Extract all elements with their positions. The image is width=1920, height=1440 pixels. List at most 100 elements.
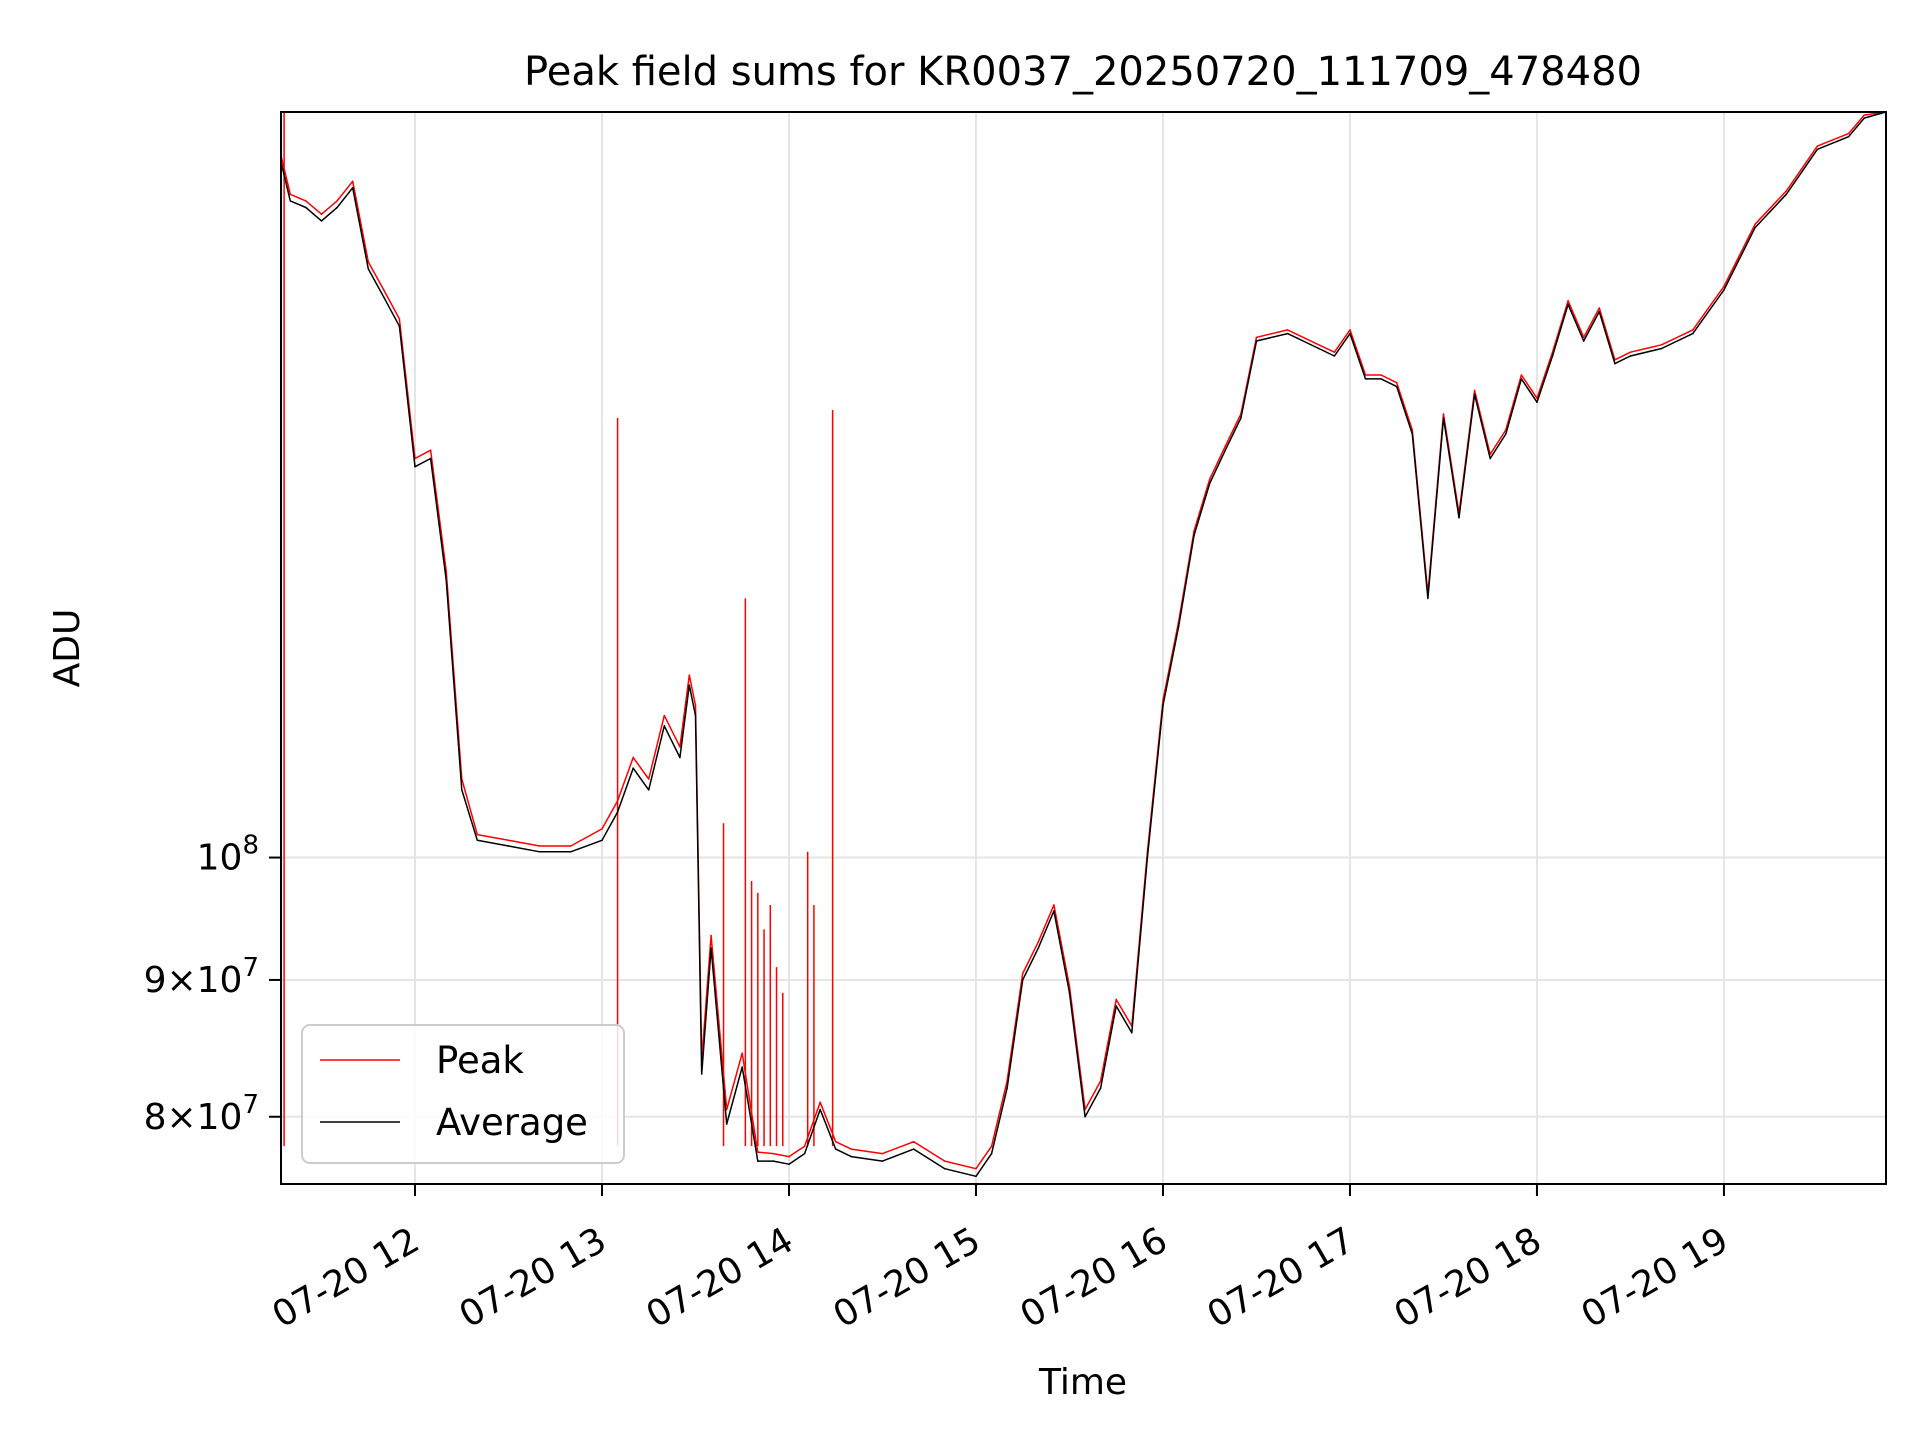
data-point-peak: [632, 756, 634, 759]
data-point-peak: [1723, 285, 1725, 288]
data-point-average: [632, 767, 634, 769]
data-point-peak: [1785, 190, 1788, 192]
data-point-average: [834, 1148, 837, 1150]
data-point-average: [1785, 193, 1788, 196]
data-point-average: [1224, 449, 1227, 452]
data-point-average: [367, 268, 370, 270]
data-point-peak: [570, 845, 572, 847]
y-tick-exponent: 8: [242, 831, 259, 861]
data-point-average: [679, 756, 681, 759]
data-point-peak: [289, 193, 292, 196]
data-point-peak: [1317, 343, 1320, 346]
data-point-average: [1691, 332, 1694, 335]
y-tick-exponent: 7: [242, 1090, 259, 1120]
data-point-average: [1131, 1031, 1133, 1034]
data-point-average: [1442, 417, 1445, 419]
data-point-average: [975, 1175, 977, 1178]
data-point-average: [881, 1160, 884, 1162]
data-point-average: [305, 206, 307, 209]
data-point-average: [772, 1160, 775, 1162]
data-point-peak: [1629, 351, 1632, 354]
data-point-average: [757, 1160, 759, 1162]
data-point-peak: [772, 1152, 775, 1155]
data-point-average: [912, 1148, 915, 1150]
data-point-peak: [1847, 132, 1850, 135]
data-point-average: [1162, 704, 1164, 707]
data-point-average: [507, 845, 510, 847]
data-point-peak: [538, 845, 541, 847]
data-point-peak: [757, 1151, 759, 1153]
data-point-average: [460, 789, 463, 791]
series-peak: [281, 112, 1886, 1170]
data-point-peak: [1099, 1080, 1102, 1082]
data-point-average: [383, 296, 385, 298]
y-tick-exponent: 7: [242, 953, 259, 983]
y-tick-label: 9×107: [144, 953, 259, 1001]
data-point-peak: [1598, 307, 1601, 309]
data-point-average: [990, 1152, 993, 1155]
data-point-peak: [305, 200, 307, 202]
data-point-average: [663, 725, 666, 727]
data-point-average: [601, 839, 603, 842]
data-point-peak: [398, 318, 401, 320]
y-tick-base: 10: [197, 838, 243, 879]
data-point-average: [710, 947, 712, 949]
data-point-average: [944, 1167, 946, 1170]
data-point-average: [1146, 856, 1149, 859]
data-point-peak: [975, 1167, 977, 1170]
data-point-peak: [1536, 397, 1538, 400]
legend-label-peak: Peak: [436, 1039, 524, 1082]
data-point-peak: [788, 1155, 790, 1158]
data-point-average: [476, 839, 479, 842]
data-point-peak: [1364, 374, 1367, 376]
data-point-average: [1816, 148, 1819, 151]
data-point-average: [803, 1152, 806, 1155]
series-layer: [281, 112, 1886, 1178]
data-point-peak: [383, 289, 385, 291]
data-point-average: [1458, 516, 1460, 519]
data-point-peak: [1037, 941, 1040, 943]
data-point-average: [647, 789, 650, 791]
data-point-average: [1115, 1005, 1118, 1007]
data-point-peak: [1473, 389, 1476, 392]
data-point-peak: [1333, 351, 1336, 354]
data-point-average: [1754, 226, 1756, 229]
data-point-average: [414, 465, 416, 468]
data-point-average: [1629, 355, 1632, 357]
data-point-average: [1333, 355, 1336, 357]
data-point-average: [1255, 340, 1258, 342]
data-point-average: [351, 186, 354, 189]
y-axis-label: ADU: [47, 609, 88, 688]
data-point-peak: [1582, 336, 1585, 339]
data-point-average: [1504, 433, 1507, 435]
data-point-average: [1084, 1115, 1086, 1118]
data-point-peak: [850, 1148, 853, 1150]
data-point-peak: [725, 1108, 728, 1111]
data-point-average: [1177, 625, 1180, 628]
data-point-average: [1317, 347, 1320, 350]
data-point-average: [788, 1163, 790, 1165]
data-point-peak: [429, 449, 432, 452]
data-point-average: [1520, 378, 1523, 380]
data-point-average: [1489, 457, 1492, 460]
data-point-average: [1473, 393, 1476, 396]
data-point-peak: [1442, 413, 1445, 415]
data-point-peak: [1660, 343, 1663, 346]
data-point-average: [1286, 332, 1289, 335]
x-axis-label: Time: [1038, 1362, 1127, 1403]
data-point-peak: [1255, 336, 1258, 339]
data-point-peak: [1380, 374, 1382, 376]
data-point-average: [1660, 347, 1663, 350]
data-point-average: [1006, 1087, 1008, 1089]
data-point-average: [570, 850, 572, 853]
data-point-average: [1380, 378, 1382, 380]
data-point-peak: [834, 1140, 837, 1143]
data-point-average: [429, 457, 432, 460]
legend-label-average: Average: [436, 1101, 588, 1144]
data-point-average: [1364, 378, 1367, 380]
data-point-average: [1068, 992, 1071, 994]
data-point-average: [1847, 135, 1850, 138]
data-point-average: [741, 1066, 744, 1068]
